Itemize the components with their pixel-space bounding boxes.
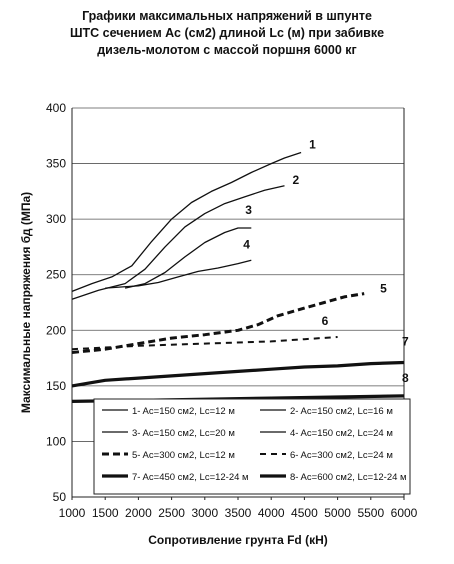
legend-entry-5: 5- Ac=300 см2, Lc=12 м	[132, 450, 235, 461]
axes: 50 100 150 200 250 300 350 400 1000 1500 2000 2500 3…	[46, 101, 418, 520]
y-tick-label-250: 250	[46, 268, 66, 282]
y-tick-label-150: 150	[46, 379, 66, 393]
x-tick-label-2500: 2500	[158, 506, 185, 520]
curve-labels: 1 2 3 4 5 6 7 8	[243, 137, 409, 384]
curve-label-6: 6	[322, 314, 329, 328]
chart-title-line-2: ШТС сечением Ас (см2) длиной Lc (м) при …	[69, 26, 385, 40]
y-tick-label-50: 50	[53, 490, 67, 504]
legend-entry-8: 8- Ac=600 см2, Lc=12-24 м	[290, 472, 407, 483]
x-axis-label: Сопротивление грунта Fd (кН)	[148, 533, 327, 547]
legend-box	[93, 398, 411, 495]
x-tick-label-5500: 5500	[357, 506, 384, 520]
x-tick-label-4500: 4500	[291, 506, 318, 520]
x-tick-label-2000: 2000	[125, 506, 152, 520]
curve-label-5: 5	[380, 282, 387, 296]
series-line-4	[105, 259, 252, 289]
chart-title: Графики максимальных напряжений в шпунте…	[0, 8, 454, 59]
x-tick-label-4000: 4000	[258, 506, 285, 520]
x-tick-label-5000: 5000	[324, 506, 351, 520]
legend-entry-7: 7- Ac=450 см2, Lc=12-24 м	[132, 472, 249, 483]
legend-entry-6: 6- Ac=300 см2, Lc=24 м	[290, 450, 393, 461]
curve-label-4: 4	[243, 237, 250, 251]
series-line-6	[71, 336, 338, 351]
series-line-2	[71, 185, 285, 300]
series-lines	[71, 151, 405, 403]
series-line-1	[71, 151, 302, 293]
y-tick-label-400: 400	[46, 101, 66, 115]
legend-entry-2: 2- Ac=150 см2, Lc=16 м	[290, 406, 393, 417]
curve-label-2: 2	[292, 173, 299, 187]
x-tick-label-3000: 3000	[191, 506, 218, 520]
x-tick-label-1500: 1500	[92, 506, 119, 520]
x-tick-label-6000: 6000	[391, 506, 418, 520]
curve-label-1: 1	[309, 137, 316, 151]
y-axis-label: Максимальные напряжения бд (МПа)	[19, 192, 33, 413]
series-line-7	[71, 360, 405, 388]
x-tick-label-3500: 3500	[225, 506, 252, 520]
y-tick-label-100: 100	[46, 434, 66, 448]
series-line-5	[71, 292, 365, 354]
chart-title-line-1: Графики максимальных напряжений в шпунте	[82, 9, 372, 23]
series-line-3	[124, 227, 252, 289]
y-tick-label-350: 350	[46, 157, 66, 171]
x-tick-label-1000: 1000	[59, 506, 86, 520]
curve-label-3: 3	[245, 203, 252, 217]
y-tick-label-200: 200	[46, 323, 66, 337]
chart-title-line-3: дизель-молотом с массой поршня 6000 кг	[97, 43, 357, 57]
curve-label-8: 8	[402, 371, 409, 385]
legend: 1- Ac=150 см2, Lc=12 м 2- Ac=150 см2, Lc=…	[93, 398, 411, 495]
legend-entry-1: 1- Ac=150 см2, Lc=12 м	[132, 406, 235, 417]
legend-entry-3: 3- Ac=150 см2, Lc=20 м	[132, 428, 235, 439]
curve-label-7: 7	[402, 335, 409, 349]
y-tick-label-300: 300	[46, 212, 66, 226]
legend-entry-4: 4- Ac=150 см2, Lc=24 м	[290, 428, 393, 439]
